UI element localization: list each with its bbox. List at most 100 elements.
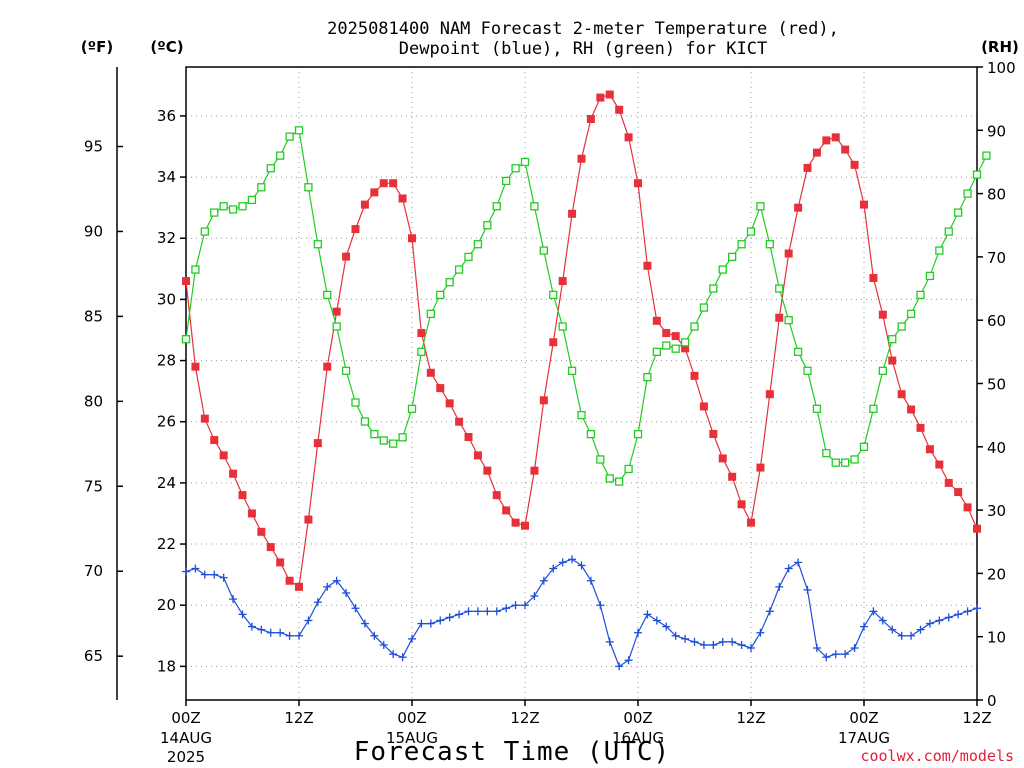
series-temperature xyxy=(182,90,981,591)
x-tick-label: 00Z xyxy=(849,709,878,727)
rh-point xyxy=(200,227,209,236)
temperature-point xyxy=(257,527,266,536)
dewpoint-point xyxy=(709,640,718,649)
rh-tick-label: 10 xyxy=(987,629,1006,647)
temperature-point xyxy=(304,515,313,524)
rh-point xyxy=(982,151,991,160)
dewpoint-point xyxy=(426,619,435,628)
dewpoint-point xyxy=(803,585,812,594)
fahrenheit-tick-label: 70 xyxy=(84,562,103,580)
dewpoint-point xyxy=(313,598,322,607)
celsius-tick-label: 28 xyxy=(157,352,176,370)
temperature-point xyxy=(728,472,737,481)
chart-title-line2: Dewpoint (blue), RH (green) for KICT xyxy=(399,39,767,59)
temperature-point xyxy=(219,451,228,460)
rh-point xyxy=(728,252,737,262)
dewpoint-point xyxy=(624,656,633,665)
x-tick-label: 12Z xyxy=(510,709,539,727)
rh-point xyxy=(935,246,944,255)
dewpoint-point xyxy=(389,650,398,659)
rh-point xyxy=(332,322,341,331)
rh-point xyxy=(746,227,756,236)
dewpoint-point xyxy=(191,564,200,573)
rh-point xyxy=(341,366,351,375)
temperature-point xyxy=(596,93,605,102)
rh-point xyxy=(793,347,803,357)
temperature-point xyxy=(634,179,642,188)
temperature-point xyxy=(417,329,426,338)
dewpoint-point xyxy=(831,650,840,659)
temperature-point xyxy=(916,423,925,432)
dewpoint-point xyxy=(568,555,577,564)
temperature-point xyxy=(784,249,793,258)
dewpoint-point xyxy=(586,576,595,585)
temperature-point xyxy=(681,344,690,353)
rh-point xyxy=(765,240,774,249)
rh-tick-label: 40 xyxy=(987,439,1006,457)
temperature-point xyxy=(455,417,464,426)
temperature-point xyxy=(878,310,887,319)
rh-tick-label: 0 xyxy=(987,692,997,710)
temperature-point xyxy=(652,316,661,325)
dewpoint-point xyxy=(794,558,803,567)
dewpoint-point xyxy=(360,619,369,628)
rh-point xyxy=(445,278,454,287)
temperature-point xyxy=(502,506,511,515)
rh-point xyxy=(389,439,398,448)
dewpoint-point xyxy=(511,601,520,610)
celsius-unit-label: (ºC) xyxy=(150,38,183,56)
dewpoint-point xyxy=(219,573,228,582)
temperature-point xyxy=(285,576,294,585)
dewpoint-point xyxy=(822,653,831,662)
rh-point xyxy=(266,164,275,173)
dewpoint-point xyxy=(662,622,671,631)
rh-point xyxy=(916,290,925,300)
dewpoint-point xyxy=(370,631,379,640)
dewpoint-point xyxy=(332,576,341,585)
rh-point xyxy=(454,265,464,274)
x-date-label: 15AUG xyxy=(386,729,438,747)
dewpoint-point xyxy=(747,644,755,653)
rh-point xyxy=(247,195,257,205)
fahrenheit-tick-label: 90 xyxy=(84,222,103,240)
dewpoint-point xyxy=(907,631,916,640)
rh-point xyxy=(360,417,370,426)
rh-tick-label: 20 xyxy=(987,565,1006,583)
rh-point xyxy=(191,265,200,274)
dewpoint-point xyxy=(643,610,652,619)
x-tick-label: 12Z xyxy=(284,709,313,727)
dewpoint-point xyxy=(295,631,303,640)
dewpoint-point xyxy=(671,631,680,640)
dewpoint-point xyxy=(247,622,256,631)
rh-point xyxy=(624,464,633,474)
dewpoint-point xyxy=(841,650,850,659)
celsius-tick-label: 26 xyxy=(157,413,176,431)
temperature-point xyxy=(530,466,539,475)
dewpoint-point xyxy=(229,595,238,604)
dewpoint-point xyxy=(182,567,190,576)
rh-point xyxy=(643,373,652,382)
temperature-point xyxy=(756,463,765,472)
celsius-tick-label: 34 xyxy=(157,168,176,186)
temperature-point xyxy=(323,362,332,371)
rh-point xyxy=(831,458,840,467)
dewpoint-point xyxy=(502,604,511,613)
temperature-point xyxy=(775,313,784,322)
rh-point xyxy=(323,290,332,300)
rh-unit-label: (RH) xyxy=(981,38,1019,56)
dewpoint-point xyxy=(558,558,567,567)
rh-point xyxy=(294,126,304,135)
temperature-point xyxy=(210,436,219,445)
dewpoint-point xyxy=(521,601,529,610)
dewpoint-point xyxy=(417,619,426,628)
temperature-point xyxy=(860,200,868,209)
rh-point xyxy=(313,240,322,249)
rh-point xyxy=(954,208,963,217)
dewpoint-point xyxy=(897,631,906,640)
x-tick-label: 12Z xyxy=(736,709,765,727)
rh-point xyxy=(859,442,869,451)
rh-point xyxy=(351,398,360,407)
temperature-point xyxy=(492,491,501,500)
temperature-point xyxy=(747,518,755,527)
dewpoint-point xyxy=(775,582,784,591)
